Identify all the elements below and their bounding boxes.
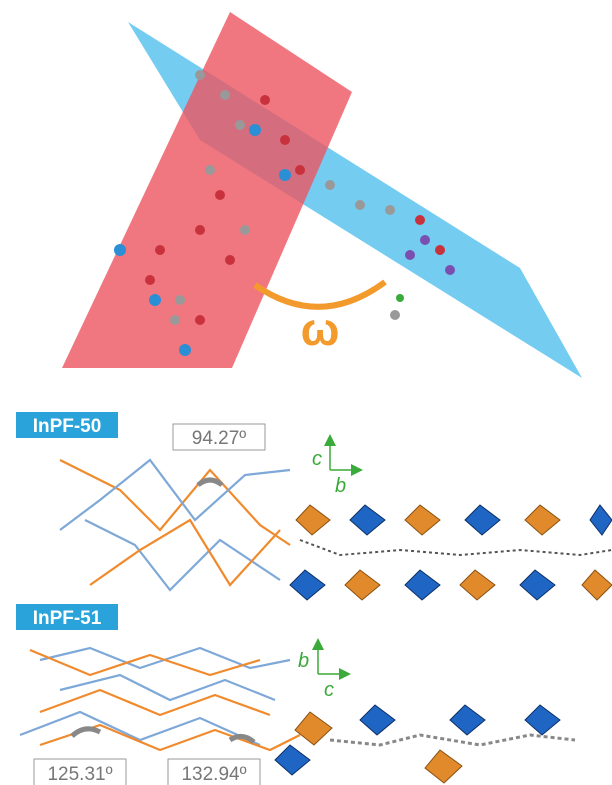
crystal-structure bbox=[274, 704, 576, 784]
omega: ω bbox=[301, 303, 340, 355]
zigzag bbox=[59, 673, 276, 702]
angle-box bbox=[167, 758, 261, 785]
zigzag bbox=[19, 710, 261, 747]
axis-label: c bbox=[324, 679, 334, 701]
red-plane bbox=[62, 12, 352, 368]
crystal-structure bbox=[289, 504, 612, 601]
label-box bbox=[16, 604, 118, 630]
axis-label: b bbox=[298, 650, 309, 672]
angle-arc bbox=[253, 279, 387, 310]
angle-label: 125.31º bbox=[47, 764, 112, 785]
zigzag bbox=[59, 459, 291, 546]
zigzag bbox=[89, 518, 281, 587]
angle-label: 94.27º bbox=[192, 428, 247, 449]
angle-mark bbox=[228, 734, 256, 744]
molecule bbox=[114, 70, 455, 356]
label-box bbox=[16, 412, 118, 438]
zigzag bbox=[39, 688, 271, 717]
zigzag bbox=[29, 648, 261, 677]
zigzag bbox=[84, 519, 281, 592]
panel-label: InPF-51 bbox=[33, 608, 102, 629]
zigzag bbox=[59, 458, 291, 531]
axis-label: c bbox=[312, 448, 322, 470]
angle-label: 132.94º bbox=[181, 764, 246, 785]
axis-label: b bbox=[335, 475, 346, 497]
zigzag bbox=[39, 646, 291, 670]
angle-box bbox=[33, 758, 127, 785]
panel-label: InPF-50 bbox=[33, 416, 102, 437]
angle-mark bbox=[70, 726, 102, 738]
angle-mark bbox=[196, 477, 224, 488]
angle-box bbox=[172, 423, 266, 451]
